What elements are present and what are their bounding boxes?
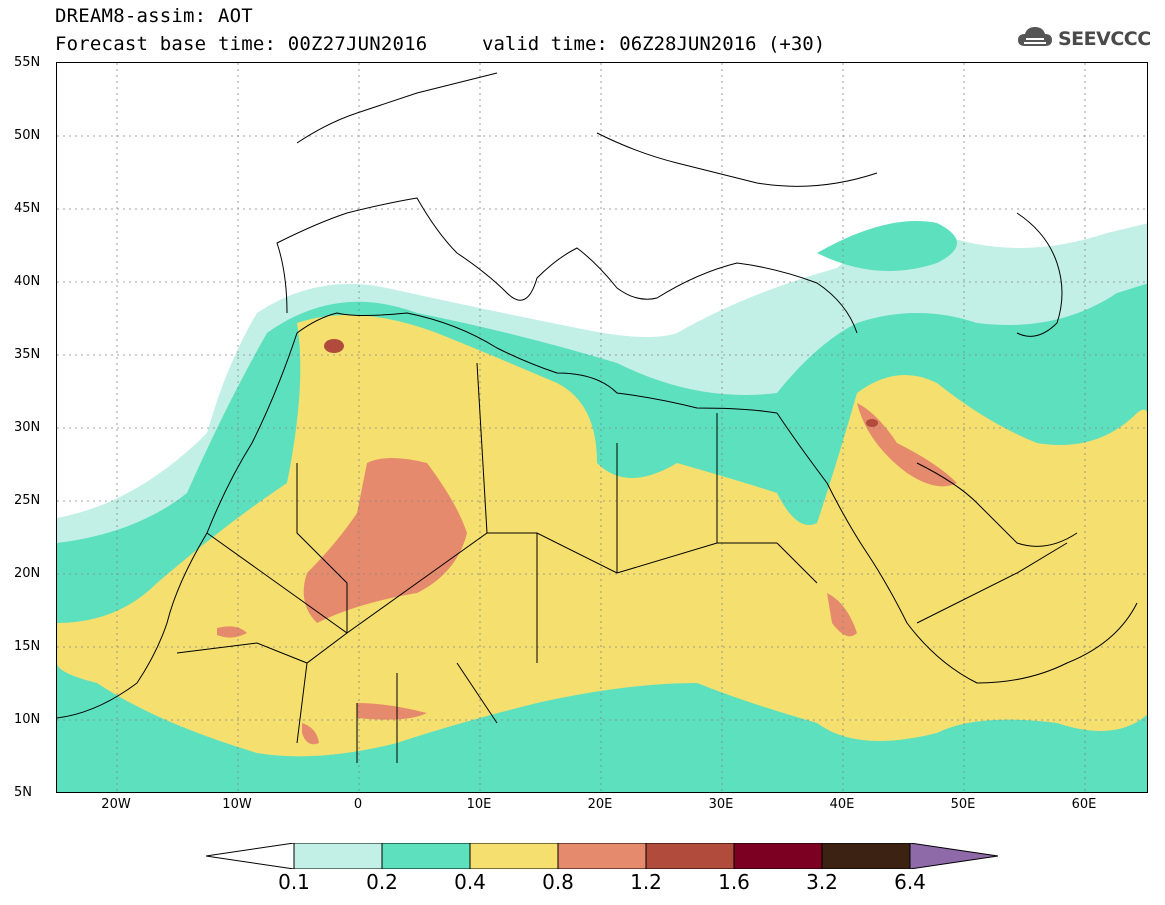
colorbar-bin-1.6-3.2 <box>733 842 823 870</box>
colorbar-bin-0.8-1.2 <box>557 842 647 870</box>
valid-time: valid time: 06Z28JUN2016 (+30) <box>482 33 826 55</box>
colorbar-tick-0.8: 0.8 <box>542 870 574 894</box>
lat-label-10n: 10N <box>14 712 41 727</box>
lon-label-10w: 10W <box>222 797 252 812</box>
lat-label-35n: 35N <box>14 347 41 362</box>
lon-label-10e: 10E <box>466 797 492 812</box>
coastlines <box>57 72 1138 763</box>
colorbar-tick-3.2: 3.2 <box>806 870 838 894</box>
lat-label-20n: 20N <box>14 566 41 581</box>
colorbar-bin-0.2-0.4 <box>381 842 471 870</box>
colorbar-tick-6.4: 6.4 <box>894 870 926 894</box>
lon-label-30e: 30E <box>708 797 734 812</box>
colorbar-bin-3.2-6.4 <box>821 842 911 870</box>
colorbar-bin-0.1-0.2 <box>293 842 383 870</box>
forecast-base-time: Forecast base time: 00Z27JUN2016 <box>55 33 428 55</box>
lon-label-40e: 40E <box>829 797 855 812</box>
colorbar-tick-0.1: 0.1 <box>278 870 310 894</box>
lon-label-60e: 60E <box>1071 797 1097 812</box>
aot-1.2-1.6-region <box>324 339 878 427</box>
lat-label-45n: 45N <box>14 201 41 216</box>
lat-label-25n: 25N <box>14 493 41 508</box>
colorbar-lower-arrow <box>205 842 295 870</box>
lat-label-50n: 50N <box>14 128 41 143</box>
cloud-icon <box>1016 24 1054 54</box>
lon-label-20w: 20W <box>101 797 131 812</box>
lon-label-50e: 50E <box>950 797 976 812</box>
colorbar-tick-0.2: 0.2 <box>366 870 398 894</box>
aot-map-svg <box>57 63 1147 792</box>
seevccc-logo: SEEVCCC <box>1016 24 1151 54</box>
aot-map <box>56 62 1148 793</box>
colorbar-tick-1.2: 1.2 <box>630 870 662 894</box>
lat-label-40n: 40N <box>14 274 41 289</box>
lat-label-5n: 5N <box>14 785 32 800</box>
lat-label-15n: 15N <box>14 639 41 654</box>
colorbar-bin-0.4-0.8 <box>469 842 559 870</box>
lat-label-30n: 30N <box>14 420 41 435</box>
aot-colorbar <box>205 842 999 870</box>
aot-0.8-1.2-region <box>217 403 957 745</box>
colorbar-tick-1.6: 1.6 <box>718 870 750 894</box>
lon-label-0: 0 <box>353 797 363 812</box>
graticule <box>57 63 1147 792</box>
colorbar-bin-1.2-1.6 <box>645 842 735 870</box>
lat-label-55n: 55N <box>14 55 41 70</box>
map-title: DREAM8-assim: AOT <box>55 5 253 27</box>
colorbar-tick-0.4: 0.4 <box>454 870 486 894</box>
lon-label-20e: 20E <box>587 797 613 812</box>
colorbar-upper-arrow <box>909 842 999 870</box>
logo-text: SEEVCCC <box>1058 28 1151 50</box>
